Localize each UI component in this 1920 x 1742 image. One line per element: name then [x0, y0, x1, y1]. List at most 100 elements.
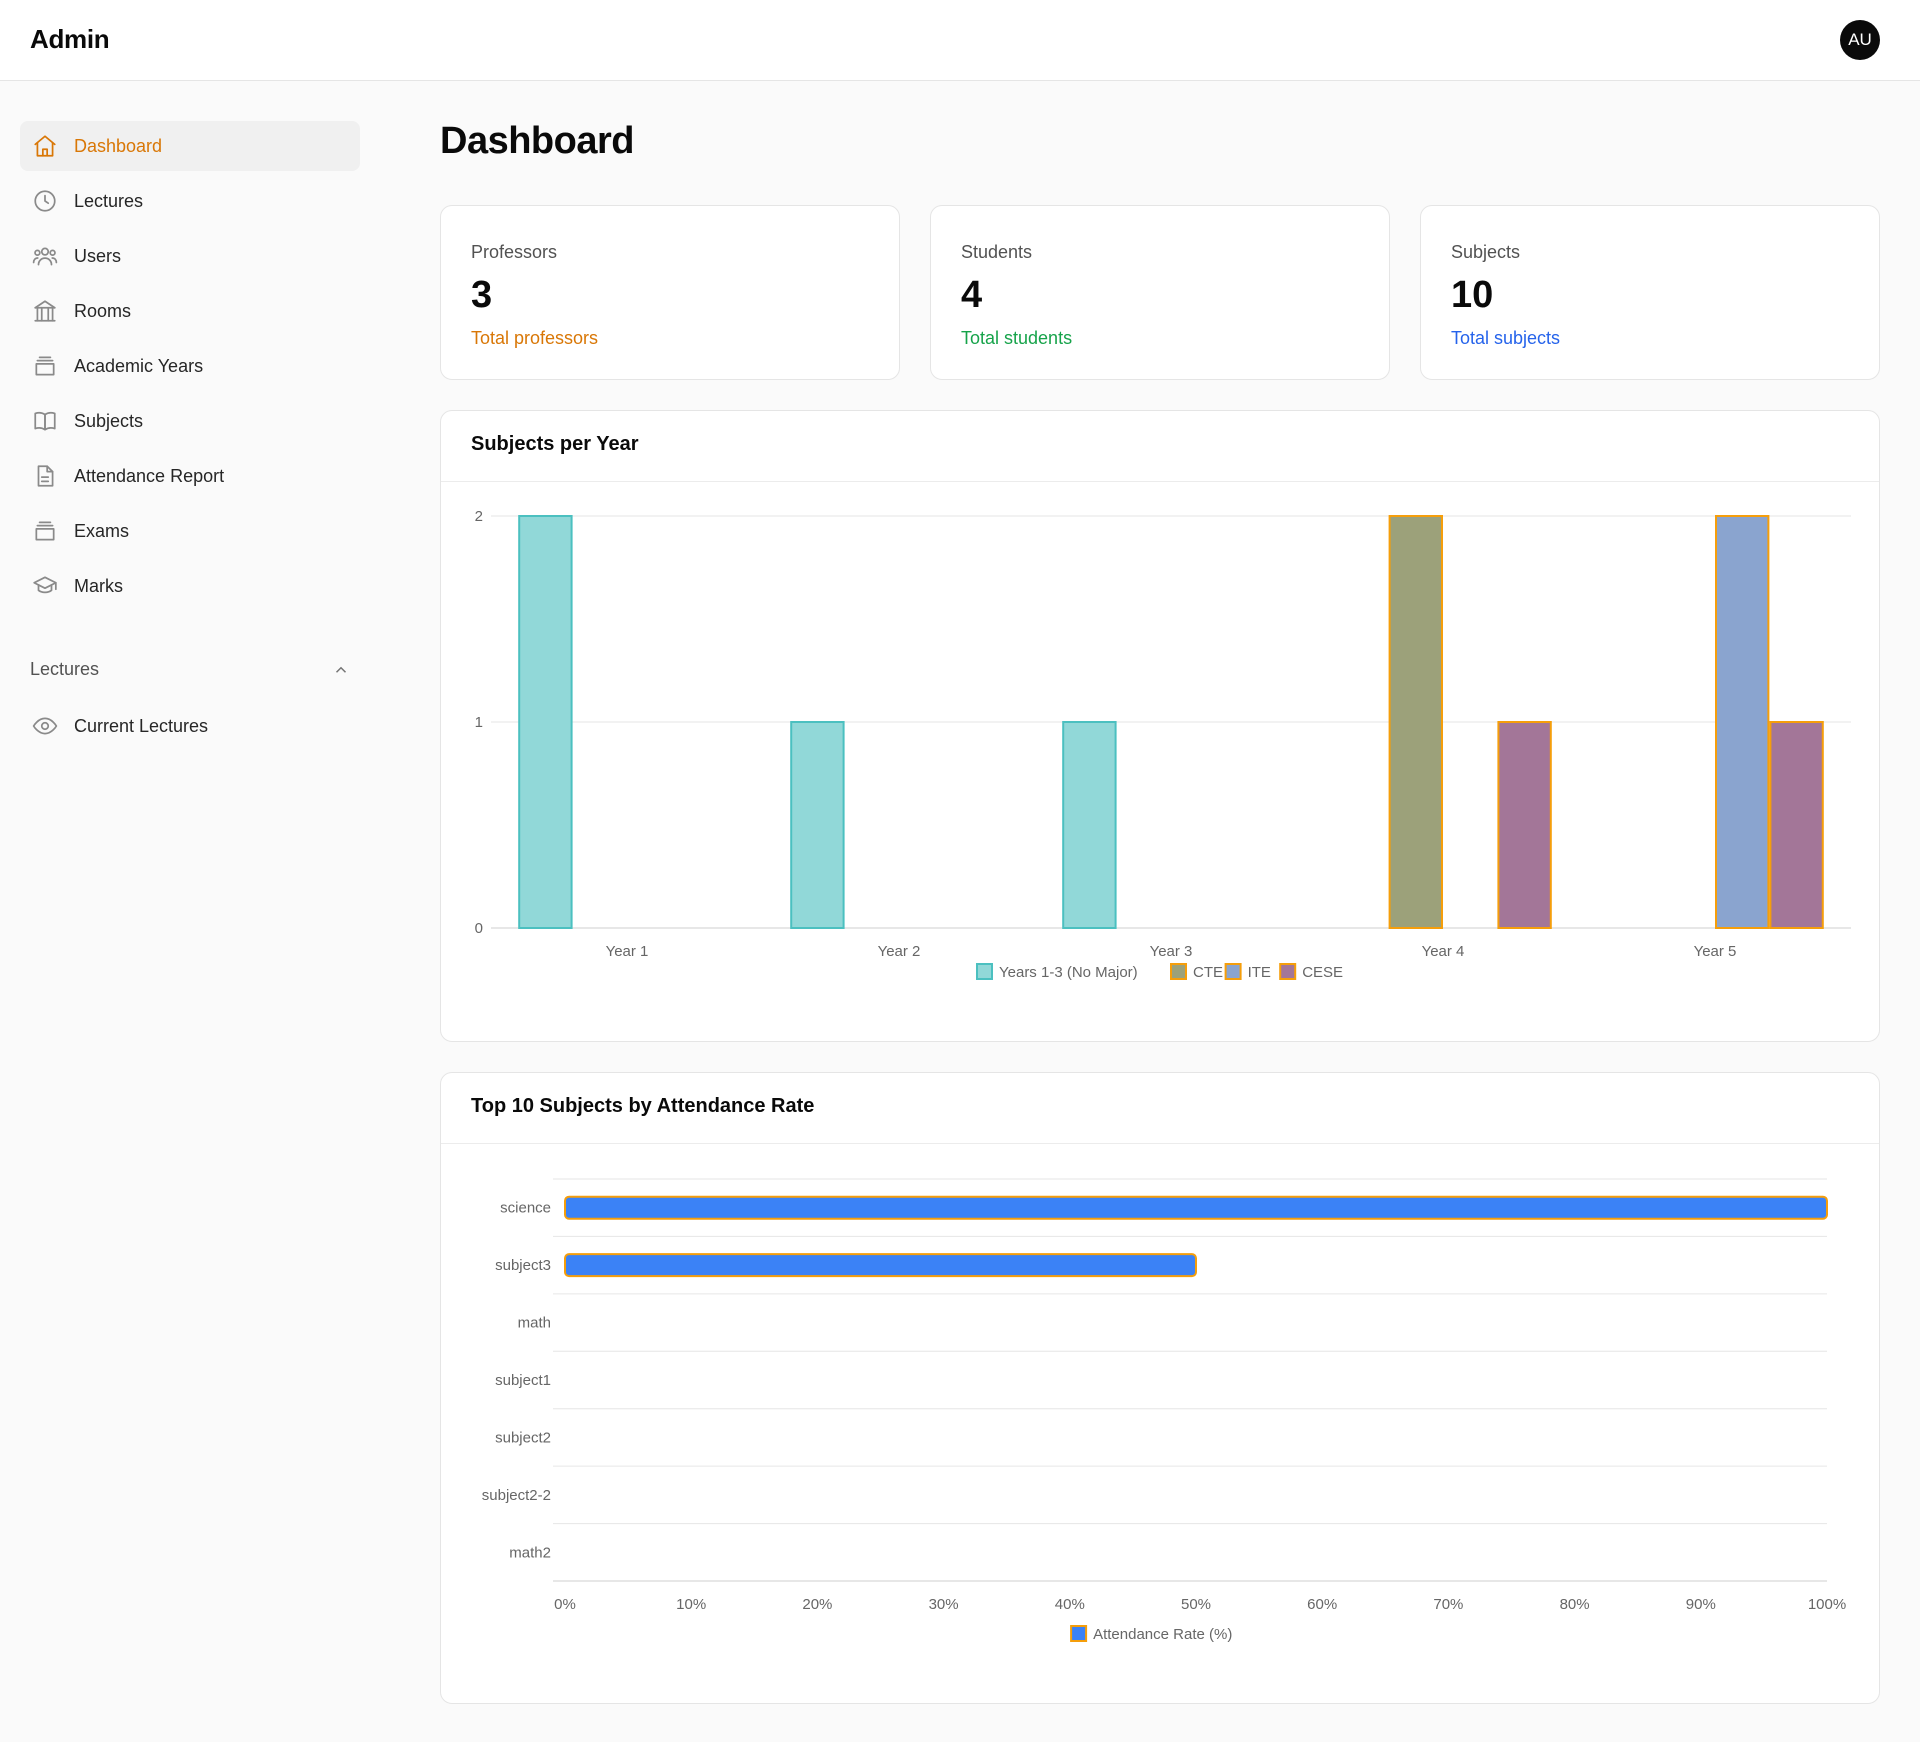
legend-swatch [1170, 963, 1187, 980]
stat-subtext: Total subjects [1451, 328, 1561, 348]
sidebar-item-label: Users [74, 245, 122, 266]
subjects-per-year-card: Subjects per Year 0 1 2 Year 1 Year 2 Year 3 Y… [440, 410, 1880, 1042]
card-header: Subjects per Year [441, 411, 1879, 482]
y-tick-label: subject2-2 [482, 1487, 551, 1504]
clock-icon [30, 186, 60, 216]
sidebar-item-label: Attendance Report [74, 465, 225, 486]
sidebar-item-label: Subjects [74, 410, 144, 431]
stat-value: 3 [471, 274, 493, 316]
legend-label: Years 1-3 (No Major) [999, 964, 1138, 981]
sidebar-item-label: Dashboard [74, 135, 163, 156]
legend-label: ITE [1248, 964, 1271, 981]
bar-subject3 [564, 1253, 1197, 1278]
stat-label: Students [961, 242, 1033, 262]
legend-swatch [976, 963, 993, 980]
x-tick-label: 80% [1560, 1596, 1590, 1613]
stat-subtext: Total professors [471, 328, 599, 348]
y-tick-label: math2 [509, 1544, 551, 1561]
sidebar-item-subjects[interactable]: Subjects [20, 396, 360, 446]
users-icon [30, 241, 60, 271]
x-tick-label: 70% [1433, 1596, 1463, 1613]
sidebar-item-label: Exams [74, 520, 130, 541]
sidebar-section-label: Lectures [30, 659, 100, 679]
attendance-rate-chart: science subject3 math subject1 subject2 subje… [482, 1178, 1846, 1643]
x-tick-label: Year 3 [1150, 943, 1193, 960]
y-tick-label: subject3 [495, 1257, 551, 1274]
legend-label: Attendance Rate (%) [1093, 1626, 1232, 1643]
sidebar-item-dashboard[interactable]: Dashboard [20, 121, 360, 171]
sidebar-item-attendance-report[interactable]: Attendance Report [20, 451, 360, 501]
sidebar-item-exams[interactable]: Exams [20, 506, 360, 556]
x-tick-label: Year 4 [1422, 943, 1465, 960]
x-tick-label: 40% [1055, 1596, 1085, 1613]
x-tick-label: 50% [1181, 1596, 1211, 1613]
sidebar-item-label: Current Lectures [74, 715, 209, 736]
file-icon [30, 461, 60, 491]
y-tick-label: science [500, 1200, 551, 1217]
x-tick-label: Year 1 [606, 943, 649, 960]
stat-label: Subjects [1451, 242, 1521, 262]
archive-icon [30, 351, 60, 381]
sidebar: Dashboard Lectures Users Rooms Academic … [0, 81, 380, 1742]
stat-subtext: Total students [961, 328, 1073, 348]
x-tick-label: Year 5 [1694, 943, 1737, 960]
top-bar: Admin AU [0, 0, 1920, 81]
legend-swatch [1070, 1625, 1088, 1642]
sidebar-item-rooms[interactable]: Rooms [20, 286, 360, 336]
sidebar-section-lectures[interactable]: Lectures [30, 659, 350, 680]
card-header: Top 10 Subjects by Attendance Rate [441, 1073, 1879, 1144]
sidebar-item-lectures[interactable]: Lectures [20, 176, 360, 226]
stat-value: 10 [1451, 274, 1494, 316]
x-tick-label: 60% [1307, 1596, 1337, 1613]
sidebar-item-academic-years[interactable]: Academic Years [20, 341, 360, 391]
x-tick-label: 0% [554, 1596, 576, 1613]
legend-label: CTE [1193, 964, 1223, 981]
sidebar-item-label: Rooms [74, 300, 132, 321]
y-tick-label: math [518, 1315, 551, 1332]
stat-card-subjects: Subjects 10 Total subjects [1420, 205, 1880, 380]
stat-value: 4 [961, 274, 983, 316]
y-tick-label: subject1 [495, 1372, 551, 1389]
y-tick-label: 1 [475, 714, 483, 731]
sidebar-item-current-lectures[interactable]: Current Lectures [20, 701, 360, 751]
chevron-up-icon [335, 666, 347, 673]
bar-cese-year-4 [1497, 721, 1552, 929]
stat-card-professors: Professors 3 Total professors [440, 205, 900, 380]
subjects-per-year-chart: 0 1 2 Year 1 Year 2 Year 3 Year 4 Year 5 Years 1… [475, 508, 1851, 981]
x-tick-label: 30% [929, 1596, 959, 1613]
bar-cte-year-4 [1388, 515, 1443, 929]
chart-title: Subjects per Year [471, 433, 639, 455]
bar-years-1-3-no-major-year-2 [790, 721, 845, 929]
y-tick-label: 0 [475, 920, 483, 937]
graduation-cap-icon [30, 571, 60, 601]
y-tick-label: 2 [475, 508, 483, 525]
legend-label: CESE [1302, 964, 1343, 981]
x-tick-label: Year 2 [878, 943, 921, 960]
archive-icon [30, 516, 60, 546]
avatar[interactable]: AU [1840, 20, 1880, 60]
legend-swatch [1224, 963, 1242, 980]
sidebar-item-label: Academic Years [74, 355, 204, 376]
sidebar-item-label: Lectures [74, 190, 144, 211]
legend-swatch [1279, 963, 1297, 980]
bar-years-1-3-no-major-year-1 [518, 515, 573, 929]
stat-label: Professors [471, 242, 558, 262]
attendance-rate-card: Top 10 Subjects by Attendance Rate scien… [440, 1072, 1880, 1704]
bar-years-1-3-no-major-year-3 [1062, 721, 1117, 929]
y-tick-label: subject2 [495, 1429, 551, 1446]
eye-icon [30, 711, 60, 741]
x-tick-label: 100% [1808, 1596, 1846, 1613]
sidebar-item-marks[interactable]: Marks [20, 561, 360, 611]
x-tick-label: 90% [1686, 1596, 1716, 1613]
bar-science [564, 1195, 1828, 1220]
chart-title: Top 10 Subjects by Attendance Rate [471, 1095, 815, 1117]
x-tick-label: 20% [802, 1596, 832, 1613]
home-icon [30, 131, 60, 161]
x-tick-label: 10% [676, 1596, 706, 1613]
sidebar-item-users[interactable]: Users [20, 231, 360, 281]
book-icon [30, 406, 60, 436]
building-icon [30, 296, 60, 326]
sidebar-item-label: Marks [74, 575, 123, 596]
app-brand: Admin [30, 24, 110, 54]
stat-card-students: Students 4 Total students [930, 205, 1390, 380]
